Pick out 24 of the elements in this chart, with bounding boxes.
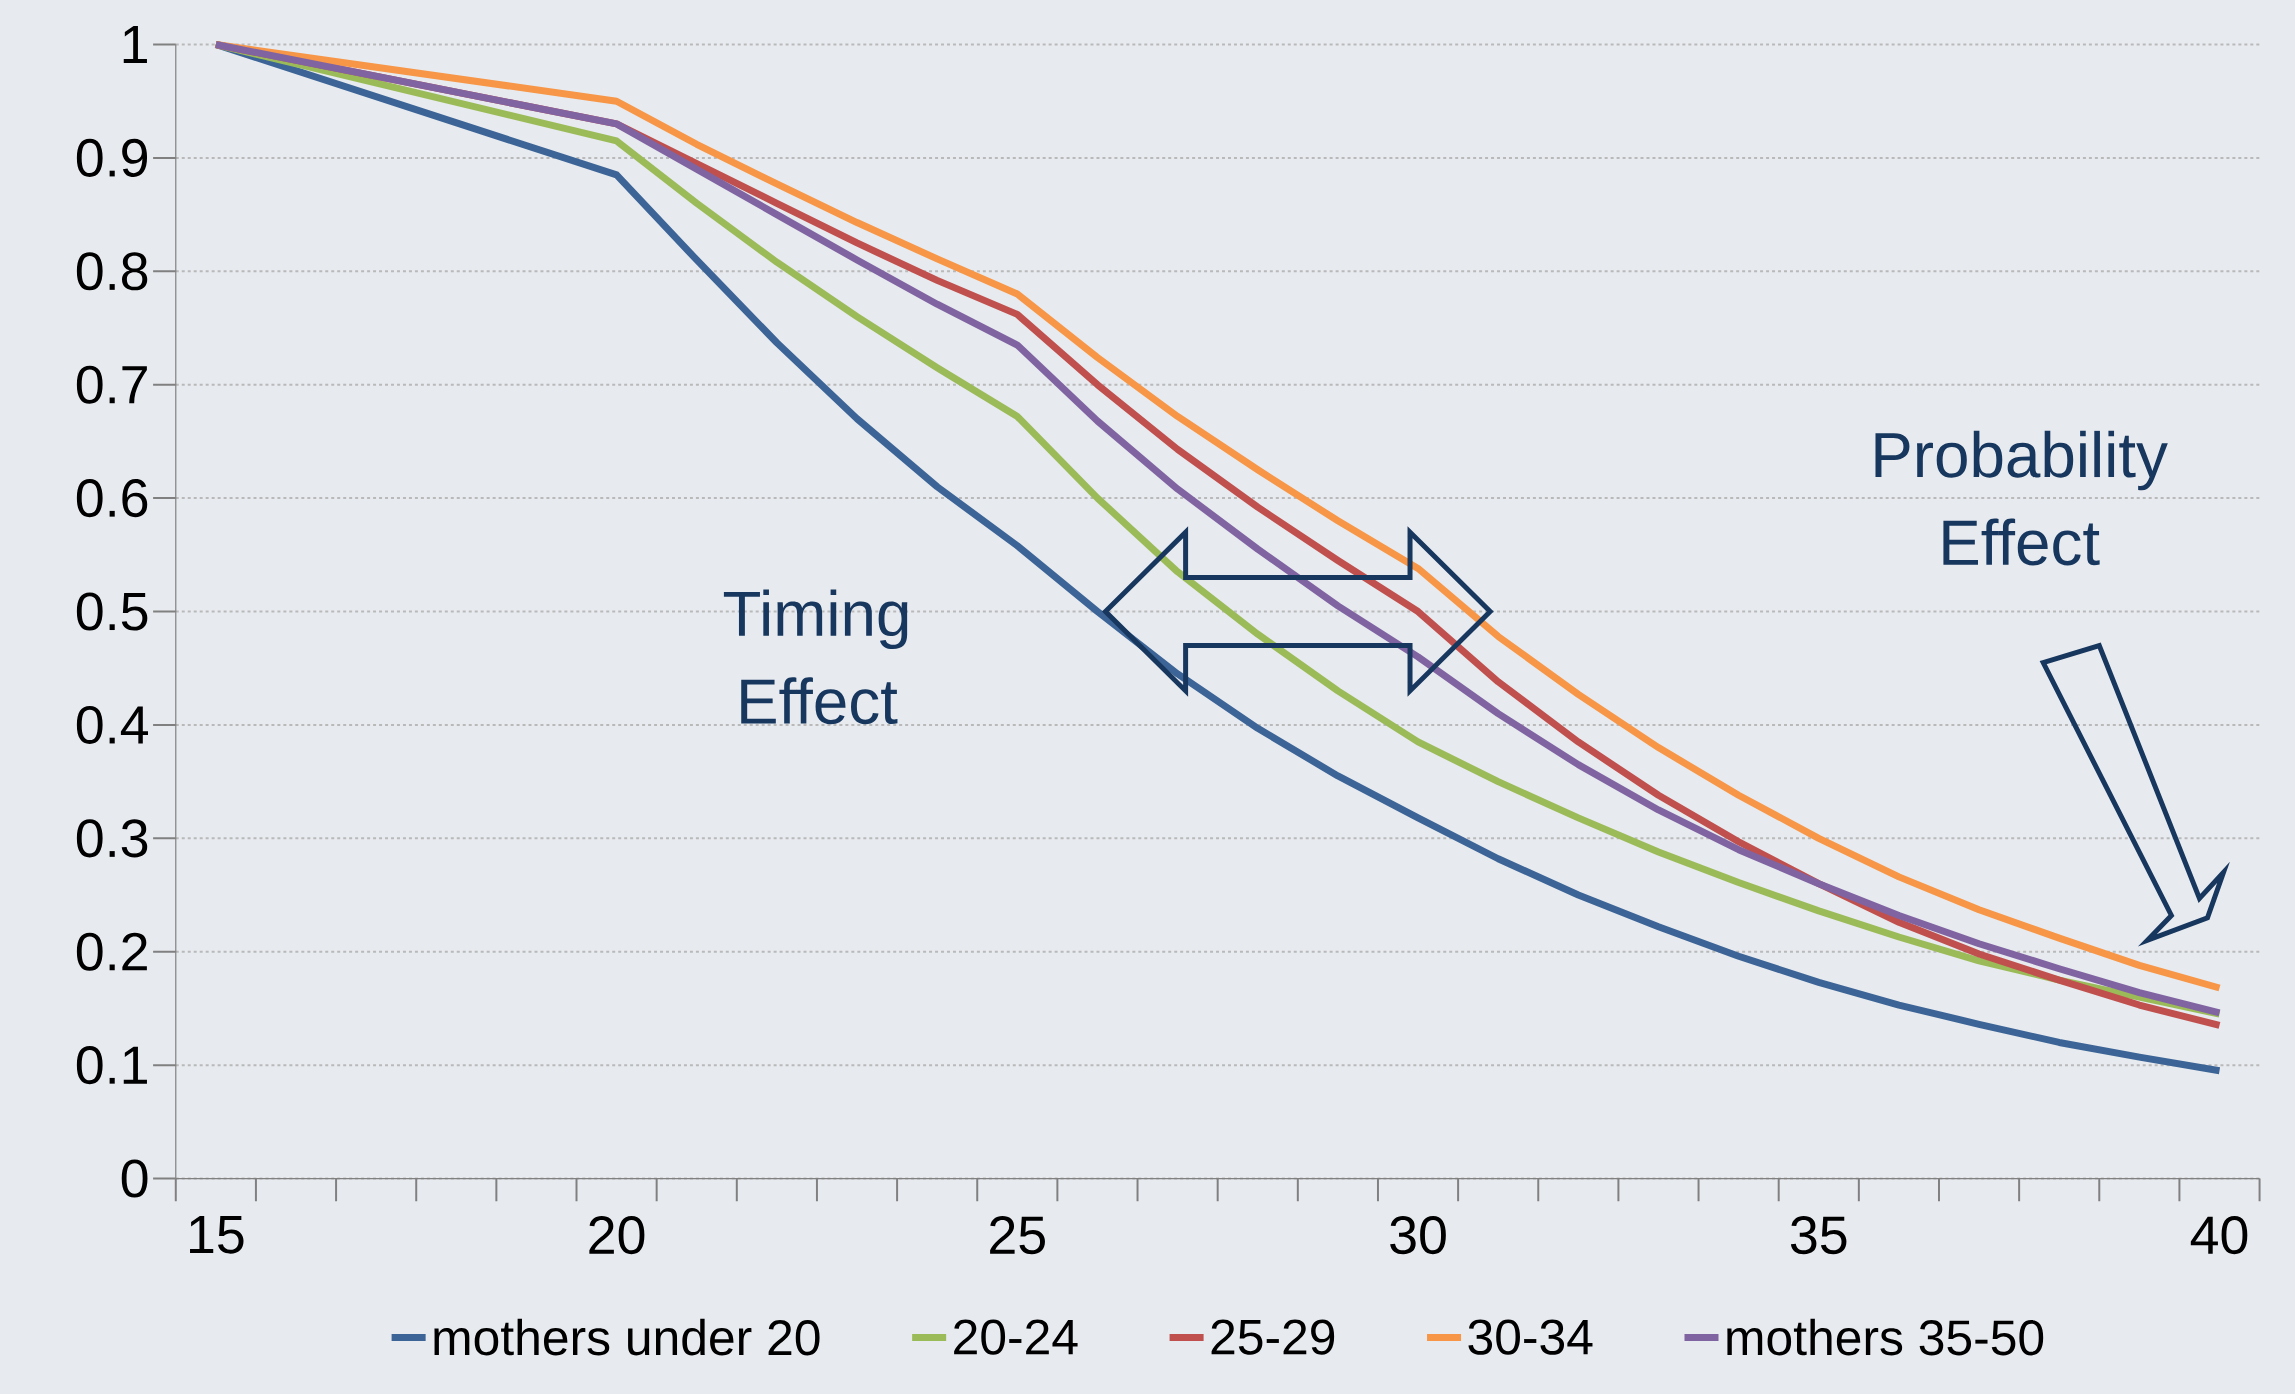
y-tick-label: 0.9 <box>76 138 148 177</box>
annotation: Probability Effect <box>1875 430 2168 566</box>
y-tick-label: 0.7 <box>76 365 147 404</box>
x-tick-label: 20 <box>589 1216 645 1255</box>
y-tick-label: 0.6 <box>76 479 148 518</box>
x-tick-label: 30 <box>1390 1216 1446 1255</box>
y-tick-label: 1 <box>123 25 147 64</box>
legend-label: mothers under 20 <box>434 1318 820 1356</box>
annotation: Timing Effect <box>723 589 908 725</box>
y-tick-label: 0.3 <box>76 819 148 858</box>
legend-label: 30-34 <box>1468 1319 1593 1355</box>
y-tick-label: 0.5 <box>76 592 148 631</box>
x-tick-label: 40 <box>2190 1216 2248 1255</box>
x-tick-label: 35 <box>1790 1216 1847 1255</box>
legend-label: 25-29 <box>1211 1319 1335 1355</box>
legend-label: 20-24 <box>954 1319 1078 1355</box>
y-tick-label: 0.4 <box>76 705 149 744</box>
y-tick-label: 0.1 <box>76 1046 147 1085</box>
x-tick-label: 15 <box>190 1216 244 1254</box>
y-tick-label: 0.8 <box>76 252 148 291</box>
legend-label: mothers 35-50 <box>1727 1318 2044 1356</box>
y-tick-label: 0.2 <box>76 932 147 971</box>
y-tick-label: 0 <box>121 1159 148 1198</box>
x-tick-label: 25 <box>990 1216 1045 1255</box>
